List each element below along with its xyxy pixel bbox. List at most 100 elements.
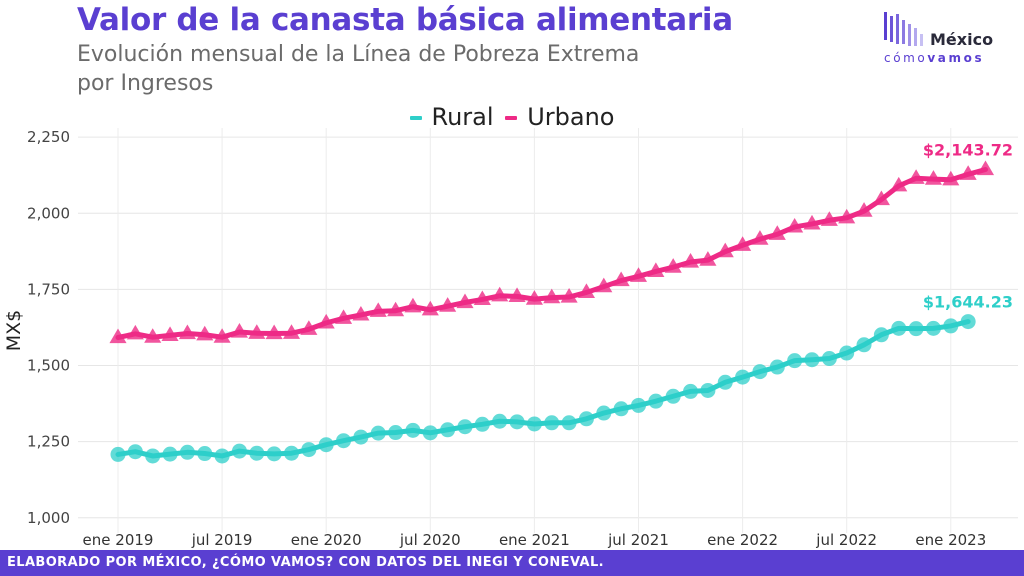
data-point-urbano [161,326,179,341]
data-point-rural [821,351,837,367]
data-point-urbano [786,217,804,233]
data-point-urbano [144,328,162,343]
data-point-urbano [317,313,335,329]
data-point-urbano [872,190,890,206]
y-tick-label: 2,250 [27,128,70,146]
data-point-urbano [560,288,578,303]
data-point-urbano [178,324,196,340]
data-point-rural [873,327,889,343]
data-point-urbano [820,211,838,226]
data-point-urbano [508,287,526,302]
series-line-urbano [115,166,988,341]
data-point-rural [544,415,560,431]
data-point-rural [474,416,490,432]
data-point-urbano [924,170,942,185]
footer-credit: ELABORADO POR MÉXICO, ¿CÓMO VAMOS? CON D… [7,555,605,570]
data-point-rural [197,446,213,462]
data-point-urbano [335,309,353,324]
data-point-urbano [942,170,960,186]
data-point-rural [891,320,907,336]
data-point-urbano [439,297,457,312]
data-point-urbano [768,225,786,240]
data-point-rural [787,353,803,369]
data-point-rural [440,422,456,438]
x-tick-label: ene 2022 [707,531,778,549]
data-point-urbano [230,323,248,338]
data-point-rural [596,405,612,421]
legend-label-urbano: Urbano [527,103,615,131]
data-point-urbano [734,236,752,251]
data-point-rural [231,443,247,459]
logo-name: México [930,30,994,49]
data-point-urbano [352,305,370,321]
data-point-urbano [976,160,995,176]
data-point-rural [457,419,473,435]
x-tick-label: jul 2020 [399,531,461,549]
data-point-urbano [126,324,144,340]
data-point-rural [631,397,646,413]
data-point-urbano [421,300,439,316]
data-point-rural [769,359,785,375]
mexico-como-vamos-logo: México cómovamos [880,8,1010,68]
data-point-rural [266,446,282,462]
bars-logo-icon [884,12,923,46]
data-point-rural [578,411,594,427]
data-point-urbano [855,202,873,217]
data-point-urbano [647,262,665,278]
data-point-rural [665,388,681,404]
data-point-rural [162,446,178,462]
legend-swatch-rural [409,116,422,120]
data-point-rural [856,337,872,353]
chart-legend: Rural Urbano [0,103,1024,131]
x-tick-label: ene 2021 [499,531,570,549]
data-point-rural [960,314,976,330]
data-point-urbano [751,230,769,245]
y-tick-label: 2,000 [27,204,70,222]
data-point-urbano [196,325,214,341]
data-point-rural [249,445,265,461]
legend-label-rural: Rural [431,103,494,131]
data-point-rural [839,345,855,361]
line-chart: 1,000 1,250 1,500 1,750 2,000 2,250 ene 2019 ju… [3,128,1018,549]
data-point-rural [526,416,542,432]
x-tick-label: ene 2020 [291,531,362,549]
chart-subtitle: Evolución mensual de la Línea de Pobreza… [77,40,717,98]
data-point-urbano [664,258,682,273]
data-point-urbano [682,252,700,268]
x-tick-label: ene 2023 [915,531,986,549]
data-point-rural [284,445,299,461]
data-point-rural [700,382,716,398]
data-point-rural [908,321,924,337]
logo-tagline: cómovamos [884,51,984,65]
data-point-rural [179,444,195,460]
data-point-rural [110,446,126,462]
data-point-urbano [838,208,856,224]
data-point-rural [388,425,404,441]
data-point-rural [370,425,386,441]
footer-bar: ELABORADO POR MÉXICO, ¿CÓMO VAMOS? CON D… [0,550,1024,576]
chart-title: Valor de la canasta básica alimentaria [77,2,733,38]
legend-item-rural: Rural [409,103,494,131]
data-point-rural [145,448,161,464]
end-value-label-urbano: $2,143.72 [923,140,1013,159]
data-point-rural [943,318,959,334]
data-point-urbano [543,288,561,304]
end-value-label-rural: $1,644.23 [923,293,1013,312]
legend-swatch-urbano [505,116,518,120]
x-tick-label: jul 2019 [191,531,253,549]
legend-item-urbano: Urbano [505,103,614,131]
y-tick-label: 1,250 [27,433,70,451]
data-point-rural [561,415,577,431]
data-point-urbano [404,297,422,313]
data-point-urbano [595,277,613,293]
data-point-rural [353,429,369,445]
data-point-urbano [803,214,821,230]
logo-tagline-bold: vamos [927,51,985,65]
data-point-urbano [525,290,543,305]
data-point-urbano [109,328,127,344]
data-point-rural [613,401,629,417]
data-point-urbano [716,242,734,258]
data-point-urbano [456,293,474,309]
data-point-urbano [213,328,231,343]
y-axis-label: MX$ [3,310,25,352]
